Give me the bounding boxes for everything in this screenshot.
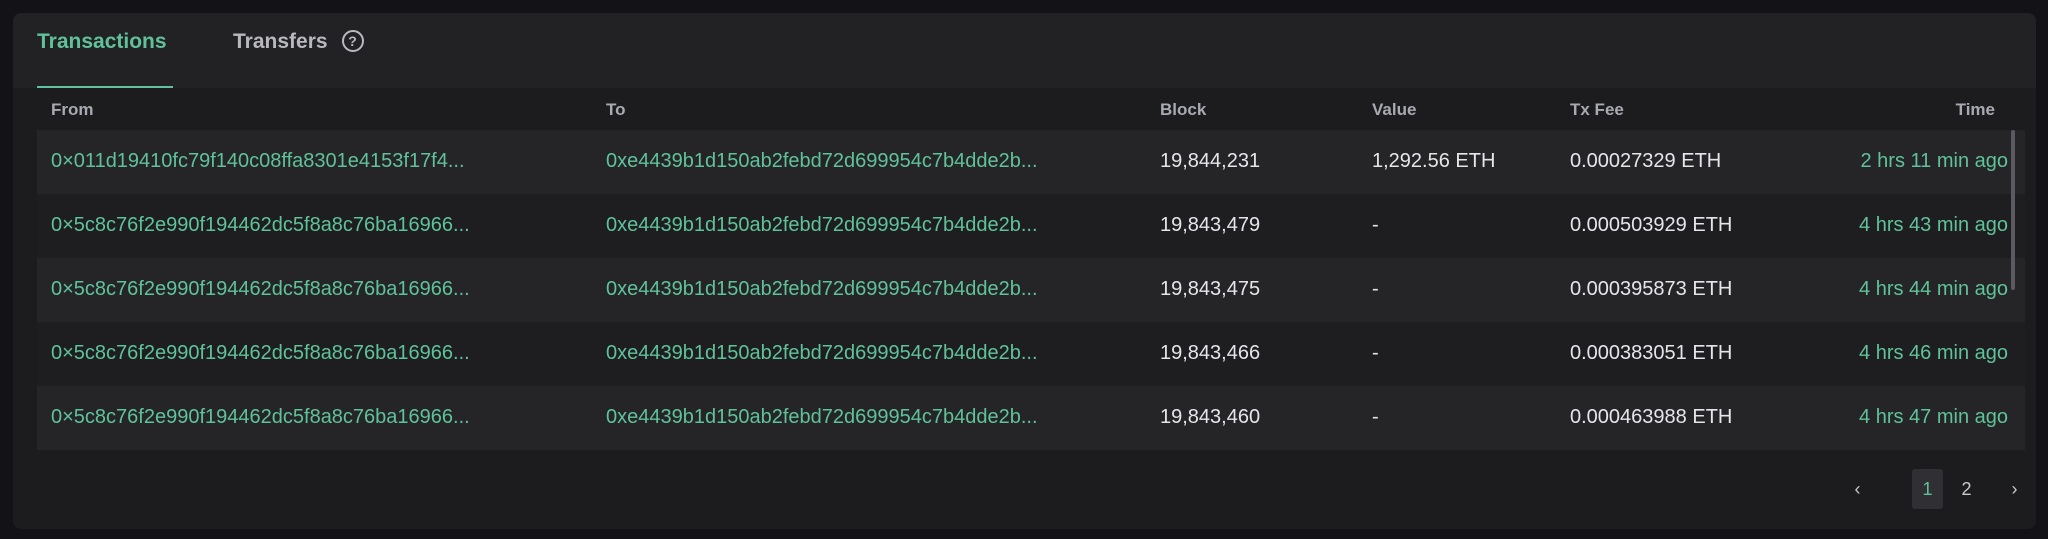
table-row[interactable]: 0×5c8c76f2e990f194462dc5f8a8c76ba16966..… bbox=[37, 194, 2025, 258]
table-header: From To Block Value Tx Fee Time bbox=[13, 88, 2036, 130]
block-number: 19,844,231 bbox=[1160, 150, 1261, 172]
tx-fee: 0.000395873 ETH bbox=[1570, 278, 1751, 301]
block-number: 19,843,475 bbox=[1160, 278, 1261, 300]
time-ago: 4 hrs 47 min ago bbox=[1859, 406, 2008, 428]
to-address-link[interactable]: 0xe4439b1d150ab2febd72d699954c7b4dde2b..… bbox=[606, 278, 1038, 300]
to-address-link[interactable]: 0xe4439b1d150ab2febd72d699954c7b4dde2b..… bbox=[606, 342, 1038, 364]
value: - bbox=[1372, 214, 1379, 236]
fee-unit: ETH bbox=[1692, 214, 1733, 236]
fee-unit: ETH bbox=[1681, 150, 1722, 172]
time-ago: 4 hrs 43 min ago bbox=[1859, 214, 2008, 236]
block-number: 19,843,460 bbox=[1160, 406, 1261, 428]
fee-unit: ETH bbox=[1692, 278, 1733, 300]
time-ago: 4 hrs 44 min ago bbox=[1859, 278, 2008, 300]
fee-amount: 0.000395873 bbox=[1570, 278, 1687, 300]
value: 1,292.56 ETH bbox=[1372, 150, 1496, 172]
value: - bbox=[1372, 278, 1379, 300]
next-page-icon[interactable]: › bbox=[2011, 479, 2018, 499]
fee-amount: 0.000383051 bbox=[1570, 342, 1687, 364]
transactions-card: Transactions Transfers? From To Block Va… bbox=[13, 13, 2036, 529]
table-row[interactable]: 0×011d19410fc79f140c08ffa8301e4153f17f4.… bbox=[37, 130, 2025, 194]
table-row[interactable]: 0×5c8c76f2e990f194462dc5f8a8c76ba16966..… bbox=[37, 322, 2025, 386]
value: - bbox=[1372, 406, 1379, 428]
block-number: 19,843,466 bbox=[1160, 342, 1261, 364]
from-address-link[interactable]: 0×011d19410fc79f140c08ffa8301e4153f17f4.… bbox=[51, 150, 465, 172]
fee-amount: 0.00027329 bbox=[1570, 150, 1676, 172]
fee-unit: ETH bbox=[1692, 342, 1733, 364]
fee-amount: 0.000503929 bbox=[1570, 214, 1687, 236]
from-address-link[interactable]: 0×5c8c76f2e990f194462dc5f8a8c76ba16966..… bbox=[51, 342, 470, 364]
time-ago: 2 hrs 11 min ago bbox=[1860, 150, 2009, 172]
to-address-link[interactable]: 0xe4439b1d150ab2febd72d699954c7b4dde2b..… bbox=[606, 406, 1038, 428]
from-address-link[interactable]: 0×5c8c76f2e990f194462dc5f8a8c76ba16966..… bbox=[51, 278, 470, 300]
tab-transfers[interactable]: Transfers? bbox=[233, 30, 364, 88]
from-address-link[interactable]: 0×5c8c76f2e990f194462dc5f8a8c76ba16966..… bbox=[51, 406, 470, 428]
column-block: Block bbox=[1160, 100, 1207, 119]
page-2-button[interactable]: 2 bbox=[1961, 479, 1972, 499]
table-row[interactable]: 0×5c8c76f2e990f194462dc5f8a8c76ba16966..… bbox=[37, 258, 2025, 322]
table-row[interactable]: 0×5c8c76f2e990f194462dc5f8a8c76ba16966..… bbox=[37, 386, 2025, 450]
column-time: Time bbox=[1955, 100, 1995, 119]
prev-page-icon[interactable]: ‹ bbox=[1854, 479, 1861, 499]
tab-bar: Transactions Transfers? bbox=[13, 13, 2036, 88]
tab-label: Transactions bbox=[37, 30, 167, 53]
fee-unit: ETH bbox=[1692, 406, 1733, 428]
tab-transactions[interactable]: Transactions bbox=[37, 30, 173, 88]
column-tx-fee: Tx Fee bbox=[1570, 100, 1624, 119]
tx-fee: 0.000503929 ETH bbox=[1570, 214, 1751, 237]
scrollbar[interactable] bbox=[2011, 130, 2015, 290]
help-icon[interactable]: ? bbox=[341, 30, 364, 52]
table-body: 0×011d19410fc79f140c08ffa8301e4153f17f4.… bbox=[37, 130, 2025, 450]
fee-amount: 0.000463988 bbox=[1570, 406, 1687, 428]
to-address-link[interactable]: 0xe4439b1d150ab2febd72d699954c7b4dde2b..… bbox=[606, 214, 1038, 236]
column-to: To bbox=[606, 100, 626, 119]
page-1-button[interactable]: 1 bbox=[1912, 469, 1943, 509]
tx-fee: 0.000463988 ETH bbox=[1570, 406, 1751, 429]
to-address-link[interactable]: 0xe4439b1d150ab2febd72d699954c7b4dde2b..… bbox=[606, 150, 1038, 172]
value: - bbox=[1372, 342, 1379, 364]
from-address-link[interactable]: 0×5c8c76f2e990f194462dc5f8a8c76ba16966..… bbox=[51, 214, 470, 236]
tx-fee: 0.00027329 ETH bbox=[1570, 150, 1751, 173]
column-from: From bbox=[51, 100, 94, 119]
block-number: 19,843,479 bbox=[1160, 214, 1261, 236]
time-ago: 4 hrs 46 min ago bbox=[1859, 342, 2008, 364]
tab-label: Transfers bbox=[233, 30, 328, 53]
column-value: Value bbox=[1372, 100, 1417, 119]
tx-fee: 0.000383051 ETH bbox=[1570, 342, 1751, 365]
